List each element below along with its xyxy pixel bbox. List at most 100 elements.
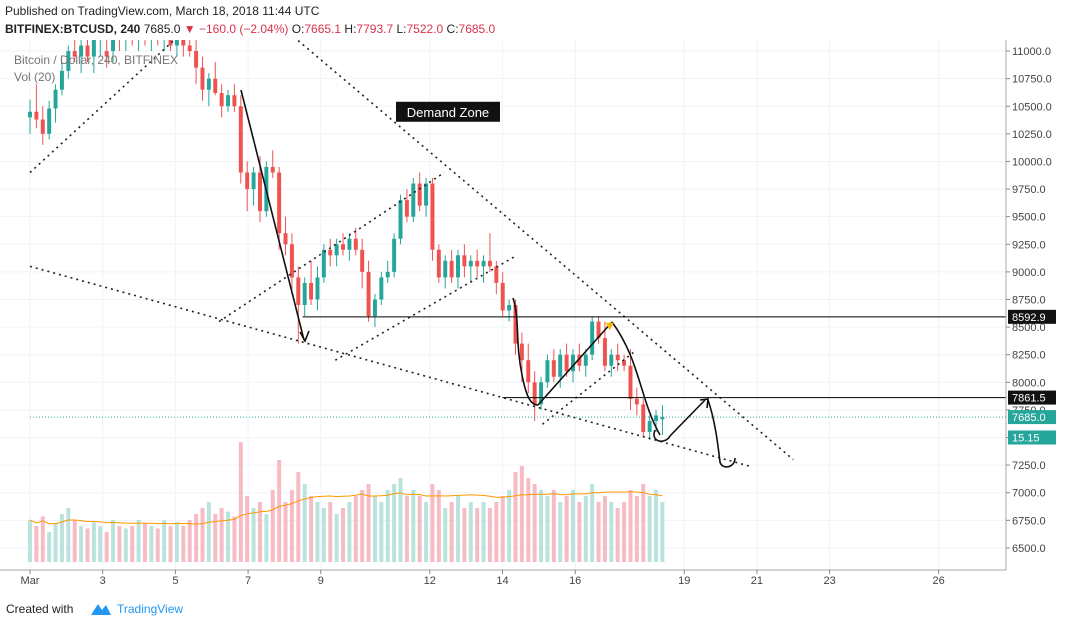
volume-bar bbox=[353, 496, 358, 562]
price-tick-label: 9750.0 bbox=[1012, 184, 1046, 196]
time-tick-label: 21 bbox=[751, 575, 763, 587]
candle-body bbox=[72, 51, 77, 57]
candle-body bbox=[47, 108, 52, 134]
candle-body bbox=[545, 360, 550, 383]
candle-body bbox=[622, 360, 627, 366]
volume-bar bbox=[91, 522, 96, 562]
price-tick-label: 7000.0 bbox=[1012, 488, 1046, 500]
candle-body bbox=[602, 338, 607, 366]
volume-bar bbox=[424, 502, 429, 562]
candle-body bbox=[238, 106, 243, 173]
candle-body bbox=[347, 238, 352, 250]
candle-body bbox=[443, 260, 448, 278]
candle-body bbox=[404, 200, 409, 217]
candle-body bbox=[277, 172, 282, 234]
volume-bar bbox=[200, 508, 205, 562]
volume-bar bbox=[532, 484, 537, 562]
tradingview-brand[interactable]: TradingView bbox=[117, 602, 184, 616]
volume-bar bbox=[551, 490, 556, 562]
open-value: 7665.1 bbox=[304, 22, 342, 36]
candle-body bbox=[200, 67, 205, 90]
price-tick-label: 8500.0 bbox=[1012, 322, 1046, 334]
high-value: 7793.7 bbox=[356, 22, 394, 36]
candle-body bbox=[34, 111, 39, 120]
candle-body bbox=[379, 277, 384, 300]
volume-bar bbox=[564, 496, 569, 562]
candle-body bbox=[411, 183, 416, 217]
volume-bar bbox=[398, 478, 403, 562]
volume-bar bbox=[187, 520, 192, 562]
volume-bar bbox=[309, 496, 314, 562]
volume-bar bbox=[257, 502, 262, 562]
price-tick-label: 9250.0 bbox=[1012, 239, 1046, 251]
high-label: H: bbox=[344, 22, 357, 36]
volume-bar bbox=[634, 496, 639, 562]
candle-body bbox=[436, 249, 441, 278]
candle-body bbox=[590, 321, 595, 355]
candle-body bbox=[334, 244, 339, 256]
volume-bar bbox=[654, 490, 659, 562]
volume-bar bbox=[66, 508, 71, 562]
volume-bar bbox=[615, 508, 620, 562]
volume-bar bbox=[296, 472, 301, 562]
candle-body bbox=[577, 354, 582, 366]
volume-bar bbox=[245, 496, 250, 562]
price-tick-label: 8250.0 bbox=[1012, 350, 1046, 362]
volume-bar bbox=[475, 508, 480, 562]
volume-bar bbox=[641, 484, 646, 562]
volume-bar bbox=[660, 502, 665, 562]
candle-body bbox=[85, 45, 90, 57]
time-tick-label: 7 bbox=[245, 575, 251, 587]
candlestick-chart[interactable]: Demand Zone 11000.0 10750.0 10500.0 10250.0… bbox=[0, 17, 1067, 596]
volume-bar bbox=[155, 528, 160, 562]
tradingview-cloud-icon[interactable] bbox=[89, 601, 113, 617]
price-change: ▼ −160.0 (−2.04%) bbox=[183, 22, 289, 36]
volume-bar bbox=[47, 532, 52, 562]
freehand-stroke bbox=[707, 399, 736, 468]
volume-bar bbox=[206, 502, 211, 562]
candle-body bbox=[494, 266, 499, 283]
volume-bars bbox=[28, 442, 665, 562]
candle-body bbox=[232, 95, 237, 107]
volume-bar bbox=[219, 508, 224, 562]
chart-area[interactable]: Demand Zone 11000.0 10750.0 10500.0 10250.0… bbox=[0, 17, 1067, 596]
volume-bar bbox=[334, 514, 339, 562]
volume-bar bbox=[392, 484, 397, 562]
candle-body bbox=[219, 93, 224, 107]
price-badge-label: 8592.9 bbox=[1012, 312, 1046, 324]
trendline bbox=[334, 254, 518, 361]
volume-bar bbox=[577, 502, 582, 562]
candle-body bbox=[487, 260, 492, 267]
candle-body bbox=[532, 382, 537, 405]
volume-bar bbox=[104, 532, 109, 562]
freehand-stroke bbox=[537, 321, 613, 406]
volume-bar bbox=[168, 526, 173, 562]
volume-bar bbox=[162, 520, 167, 562]
volume-bar bbox=[462, 508, 467, 562]
volume-bar bbox=[443, 508, 448, 562]
price-tick-label: 6500.0 bbox=[1012, 543, 1046, 555]
volume-bar bbox=[302, 484, 307, 562]
volume-bar bbox=[513, 472, 518, 562]
price-tick-label: 9000.0 bbox=[1012, 267, 1046, 279]
volume-bar bbox=[59, 514, 64, 562]
time-tick-label: Mar bbox=[21, 575, 40, 587]
volume-bar bbox=[149, 526, 154, 562]
candle-body bbox=[251, 172, 256, 190]
volume-bar bbox=[72, 520, 77, 562]
time-tick-label: 9 bbox=[318, 575, 324, 587]
volume-bar bbox=[583, 496, 588, 562]
price-tick-label: 11000.0 bbox=[1012, 46, 1051, 58]
candle-body bbox=[289, 244, 294, 278]
volume-bar bbox=[251, 508, 256, 562]
volume-bar bbox=[213, 514, 218, 562]
candle-body bbox=[53, 89, 58, 109]
freehand-stroke bbox=[699, 398, 709, 409]
volume-bar bbox=[277, 460, 282, 562]
annotation-text: Demand Zone bbox=[407, 105, 489, 120]
volume-bar bbox=[507, 490, 512, 562]
price-tick-label: 8750.0 bbox=[1012, 294, 1046, 306]
volume-bar bbox=[628, 490, 633, 562]
candle-body bbox=[206, 78, 211, 90]
symbol-label[interactable]: BITFINEX:BTCUSD, 240 bbox=[5, 22, 141, 36]
